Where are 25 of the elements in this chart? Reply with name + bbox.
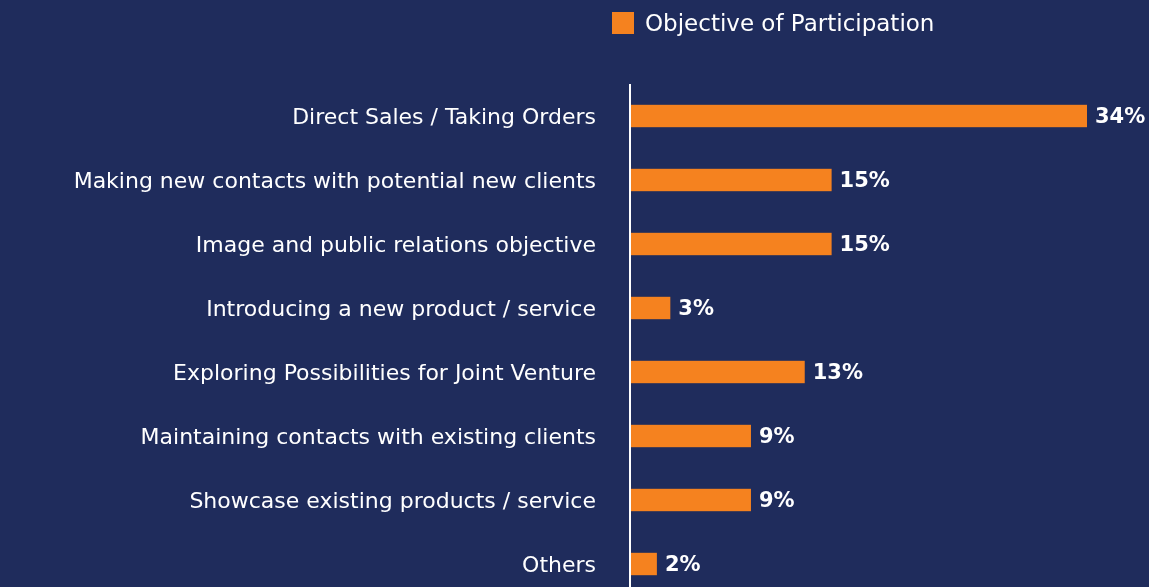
bar: [630, 104, 1087, 128]
y-tick-label: Making new contacts with potential new clients: [73, 167, 596, 193]
data-label: 13%: [812, 360, 863, 385]
bar: [630, 296, 671, 320]
data-label: 9%: [758, 424, 795, 449]
data-label: 3%: [678, 296, 714, 321]
data-label: 9%: [758, 488, 795, 513]
bar: [630, 232, 832, 256]
y-tick-label: Image and public relations objective: [195, 231, 596, 257]
y-tick-label: Others: [522, 551, 596, 577]
y-tick-label: Exploring Possibilities for Joint Venture: [173, 359, 596, 385]
bar: [630, 552, 657, 576]
data-label: 2%: [664, 552, 701, 577]
bar: [630, 360, 805, 384]
bar: [630, 168, 832, 192]
legend-label: Objective of Participation: [645, 10, 935, 37]
y-tick-label: Direct Sales / Taking Orders: [292, 103, 596, 129]
bar: [630, 488, 751, 512]
data-label: 15%: [839, 232, 890, 257]
bar: [630, 424, 751, 448]
data-label: 34%: [1095, 104, 1146, 129]
y-tick-label: Showcase existing products / service: [189, 487, 596, 513]
y-tick-label: Maintaining contacts with existing clients: [140, 423, 596, 449]
data-label: 15%: [839, 168, 890, 193]
y-tick-label: Introducing a new product / service: [206, 295, 596, 321]
